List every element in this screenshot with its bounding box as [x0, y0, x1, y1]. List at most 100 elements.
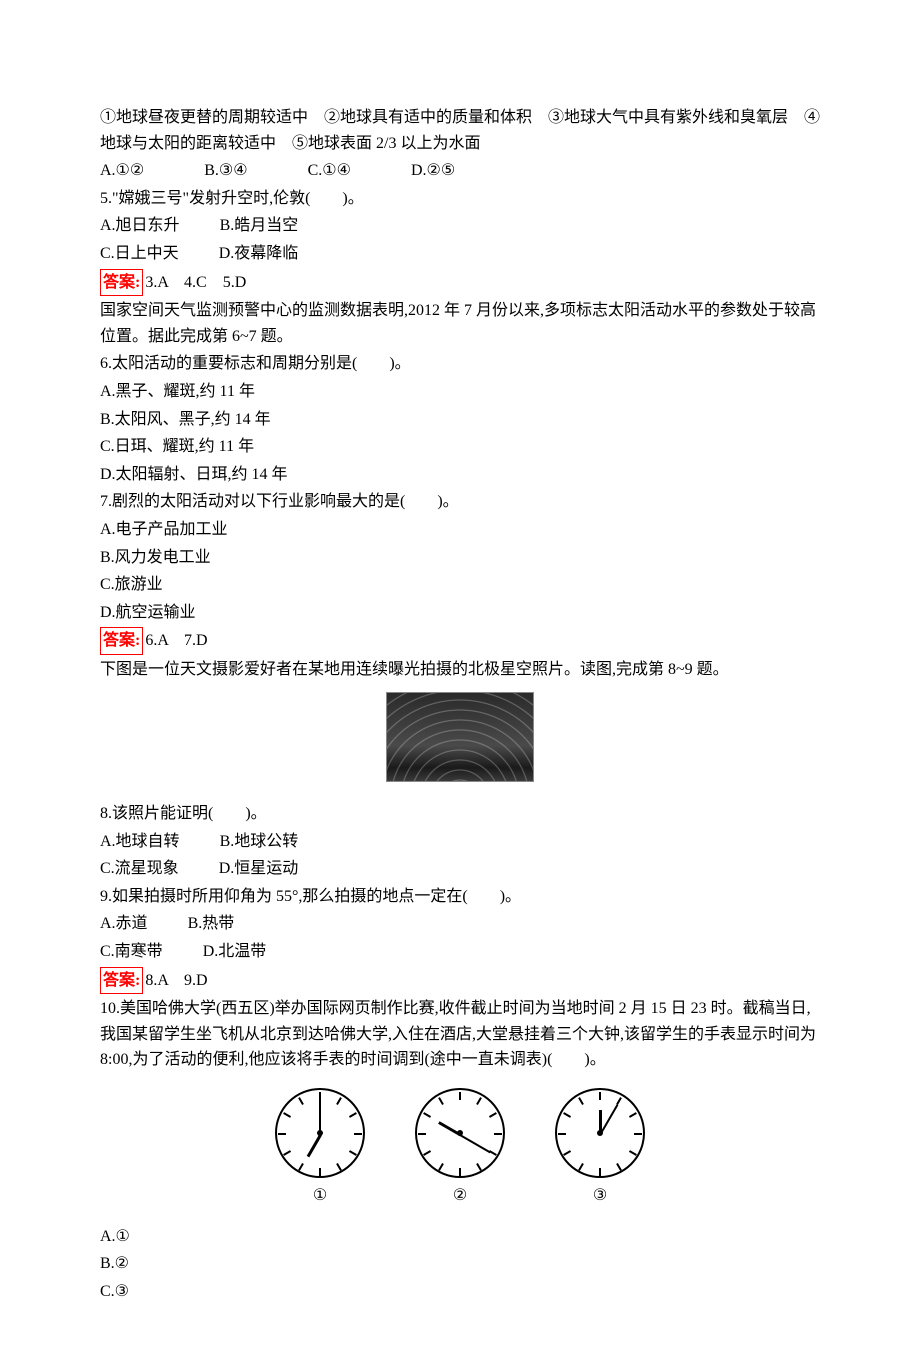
- answer-text: 3.A 4.C 5.D: [145, 274, 246, 291]
- tick: [459, 1092, 461, 1100]
- clock-face-1: [275, 1088, 365, 1178]
- q6-opt-d: D.太阳辐射、日珥,约 14 年: [100, 462, 820, 488]
- q8-opt-d: D.恒星运动: [219, 856, 299, 882]
- q9-options-row2: C.南寒带 D.北温带: [100, 939, 820, 965]
- tick: [298, 1163, 304, 1171]
- center-dot: [457, 1130, 463, 1136]
- q6-opt-a: A.黑子、耀斑,约 11 年: [100, 379, 820, 405]
- tick: [438, 1163, 444, 1171]
- q4-options: A.①② B.③④ C.①④ D.②⑤: [100, 158, 820, 184]
- tick: [349, 1150, 357, 1156]
- q7-opt-d: D.航空运输业: [100, 600, 820, 626]
- answer-block-3: 答案:8.A 9.D: [100, 967, 820, 995]
- tick: [319, 1092, 321, 1100]
- tick: [629, 1112, 637, 1118]
- tick: [634, 1133, 642, 1135]
- q8-opt-c: C.流星现象: [100, 856, 179, 882]
- tick: [616, 1163, 622, 1171]
- q4-conditions: ①地球昼夜更替的周期较适中 ②地球具有适中的质量和体积 ③地球大气中具有紫外线和…: [100, 105, 820, 156]
- q8-options-row2: C.流星现象 D.恒星运动: [100, 856, 820, 882]
- center-dot: [597, 1130, 603, 1136]
- q4-opt-d: D.②⑤: [411, 158, 455, 184]
- tick: [354, 1133, 362, 1135]
- tick: [418, 1133, 426, 1135]
- answer-label: 答案:: [100, 269, 143, 297]
- tick: [336, 1097, 342, 1105]
- clock-2: ②: [415, 1088, 505, 1209]
- tick: [489, 1112, 497, 1118]
- tick: [629, 1150, 637, 1156]
- clock-face-3: [555, 1088, 645, 1178]
- q7-opt-a: A.电子产品加工业: [100, 517, 820, 543]
- q10-opt-b: B.②: [100, 1251, 820, 1277]
- q6-stem: 6.太阳活动的重要标志和周期分别是( )。: [100, 351, 820, 377]
- clock-face-2: [415, 1088, 505, 1178]
- tick: [476, 1097, 482, 1105]
- q7-opt-b: B.风力发电工业: [100, 545, 820, 571]
- tick: [599, 1092, 601, 1100]
- q10-opt-a: A.①: [100, 1224, 820, 1250]
- q4-opt-b: B.③④: [204, 158, 247, 184]
- tick: [423, 1150, 431, 1156]
- clock-1: ①: [275, 1088, 365, 1209]
- answer-block-2: 答案:6.A 7.D: [100, 627, 820, 655]
- q8-options-row1: A.地球自转 B.地球公转: [100, 829, 820, 855]
- q6-opt-b: B.太阳风、黑子,约 14 年: [100, 407, 820, 433]
- tick: [349, 1112, 357, 1118]
- q10-opt-c: C.③: [100, 1279, 820, 1305]
- tick: [423, 1112, 431, 1118]
- tick: [476, 1163, 482, 1171]
- tick: [278, 1133, 286, 1135]
- tick: [599, 1168, 601, 1176]
- answer-text: 8.A 9.D: [145, 972, 207, 989]
- clock-label-2: ②: [453, 1183, 467, 1209]
- q5-options-row1: A.旭日东升 B.皓月当空: [100, 213, 820, 239]
- tick: [438, 1097, 444, 1105]
- answer-block-1: 答案:3.A 4.C 5.D: [100, 269, 820, 297]
- tick: [459, 1168, 461, 1176]
- answer-text: 6.A 7.D: [145, 632, 207, 649]
- answer-label: 答案:: [100, 967, 143, 995]
- minute-hand-2: [460, 1134, 491, 1153]
- q6-opt-c: C.日珥、耀斑,约 11 年: [100, 434, 820, 460]
- tick: [563, 1112, 571, 1118]
- intro-89: 下图是一位天文摄影爱好者在某地用连续曝光拍摄的北极星空照片。读图,完成第 8~9…: [100, 657, 820, 683]
- tick: [578, 1097, 584, 1105]
- q5-stem: 5."嫦娥三号"发射升空时,伦敦( )。: [100, 186, 820, 212]
- intro-67: 国家空间天气监测预警中心的监测数据表明,2012 年 7 月份以来,多项标志太阳…: [100, 298, 820, 349]
- star-trail-photo: [386, 692, 534, 782]
- q9-opt-c: C.南寒带: [100, 939, 163, 965]
- q9-opt-a: A.赤道: [100, 911, 148, 937]
- q9-stem: 9.如果拍摄时所用仰角为 55°,那么拍摄的地点一定在( )。: [100, 884, 820, 910]
- tick: [578, 1163, 584, 1171]
- q4-opt-a: A.①②: [100, 158, 144, 184]
- q5-options-row2: C.日上中天 D.夜幕降临: [100, 241, 820, 267]
- tick: [558, 1133, 566, 1135]
- center-dot: [317, 1130, 323, 1136]
- tick: [494, 1133, 502, 1135]
- q9-opt-d: D.北温带: [203, 939, 267, 965]
- clock-label-3: ③: [593, 1183, 607, 1209]
- q5-opt-b: B.皓月当空: [220, 213, 299, 239]
- q5-opt-d: D.夜幕降临: [219, 241, 299, 267]
- q8-opt-a: A.地球自转: [100, 829, 180, 855]
- clock-3: ③: [555, 1088, 645, 1209]
- clocks-figure: ① ②: [100, 1088, 820, 1209]
- q8-opt-b: B.地球公转: [220, 829, 299, 855]
- q8-stem: 8.该照片能证明( )。: [100, 801, 820, 827]
- tick: [336, 1163, 342, 1171]
- q9-options-row1: A.赤道 B.热带: [100, 911, 820, 937]
- q5-opt-a: A.旭日东升: [100, 213, 180, 239]
- q4-opt-c: C.①④: [308, 158, 351, 184]
- q7-opt-c: C.旅游业: [100, 572, 820, 598]
- answer-label: 答案:: [100, 627, 143, 655]
- q7-stem: 7.剧烈的太阳活动对以下行业影响最大的是( )。: [100, 489, 820, 515]
- tick: [319, 1168, 321, 1176]
- tick: [283, 1150, 291, 1156]
- star-photo-container: [100, 692, 820, 791]
- clock-label-1: ①: [313, 1183, 327, 1209]
- q9-opt-b: B.热带: [188, 911, 235, 937]
- tick: [563, 1150, 571, 1156]
- tick: [298, 1097, 304, 1105]
- tick: [283, 1112, 291, 1118]
